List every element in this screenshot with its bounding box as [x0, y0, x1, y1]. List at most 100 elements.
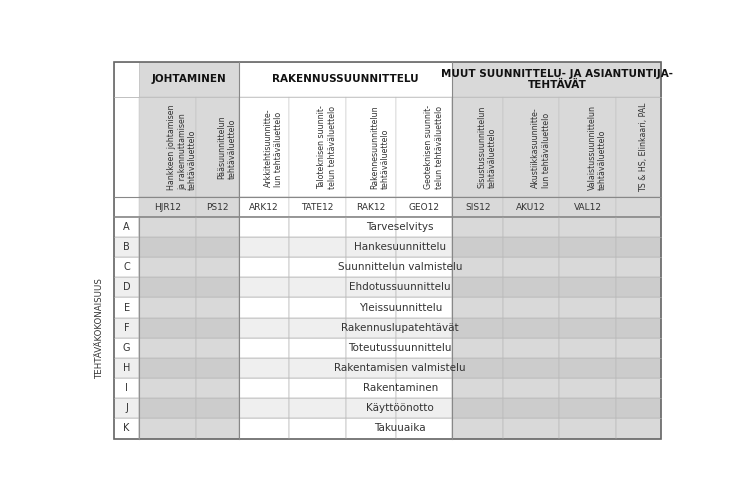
Bar — [114, 418, 139, 438]
Bar — [289, 257, 345, 277]
Bar — [503, 298, 559, 318]
Text: Akustiikkasuunnitte-
lun tehtäväluettelo: Akustiikkasuunnitte- lun tehtäväluettelo — [531, 107, 551, 188]
Bar — [238, 338, 289, 358]
Bar — [345, 338, 396, 358]
Text: A: A — [123, 222, 130, 232]
Text: Rakentaminen: Rakentaminen — [362, 383, 438, 393]
Bar — [396, 277, 452, 298]
Text: Takuuaika: Takuuaika — [374, 423, 426, 433]
Bar — [289, 217, 345, 237]
Bar — [559, 378, 616, 398]
Bar — [396, 298, 452, 318]
Text: Hankesuunnittelu: Hankesuunnittelu — [354, 242, 446, 252]
Bar — [196, 338, 238, 358]
Bar — [396, 257, 452, 277]
Bar — [139, 97, 196, 197]
Text: F: F — [124, 323, 129, 332]
Text: Yleissuunnittelu: Yleissuunnittelu — [359, 303, 442, 313]
Bar — [559, 398, 616, 418]
Bar — [196, 257, 238, 277]
Bar — [345, 97, 396, 197]
Bar — [289, 237, 345, 257]
Bar — [139, 197, 196, 217]
Bar — [289, 338, 345, 358]
Bar — [238, 217, 289, 237]
Bar — [503, 358, 559, 378]
Bar — [503, 398, 559, 418]
Bar — [238, 97, 289, 197]
Bar — [345, 257, 396, 277]
Text: B: B — [123, 242, 130, 252]
Bar — [289, 298, 345, 318]
Bar — [289, 398, 345, 418]
Text: Geoteknisen suunnit-
telun tehtäväluettelo: Geoteknisen suunnit- telun tehtäväluette… — [424, 105, 444, 189]
Text: Arkkitehtisuunnitte-
lun tehtäväluettelo: Arkkitehtisuunnitte- lun tehtäväluettelo — [263, 108, 283, 186]
Bar — [559, 298, 616, 318]
Bar — [559, 197, 616, 217]
Bar — [616, 197, 661, 217]
Bar — [559, 217, 616, 237]
Bar — [238, 418, 289, 438]
Bar — [196, 217, 238, 237]
Bar — [238, 398, 289, 418]
Text: HJR12: HJR12 — [154, 203, 181, 212]
Bar — [503, 197, 559, 217]
Text: K: K — [123, 423, 130, 433]
Bar — [114, 378, 139, 398]
Text: AKU12: AKU12 — [517, 203, 546, 212]
Bar — [452, 62, 661, 97]
Bar — [616, 398, 661, 418]
Bar — [139, 237, 196, 257]
Text: Rakentamisen valmistelu: Rakentamisen valmistelu — [334, 363, 466, 373]
Bar — [559, 237, 616, 257]
Bar — [196, 318, 238, 338]
Bar — [238, 298, 289, 318]
Bar — [345, 318, 396, 338]
Bar — [114, 277, 139, 298]
Bar — [139, 318, 196, 338]
Bar — [139, 418, 196, 438]
Bar — [289, 197, 345, 217]
Bar — [139, 398, 196, 418]
Bar — [452, 318, 503, 338]
Text: TS & HS, Elinkaari, PAL: TS & HS, Elinkaari, PAL — [638, 102, 648, 192]
Bar — [616, 277, 661, 298]
Bar — [503, 418, 559, 438]
Bar — [114, 338, 139, 358]
Bar — [289, 277, 345, 298]
Bar — [345, 358, 396, 378]
Text: Tarveselvitys: Tarveselvitys — [367, 222, 434, 232]
Bar — [616, 257, 661, 277]
Bar — [289, 378, 345, 398]
Bar — [114, 97, 139, 197]
Bar — [345, 217, 396, 237]
Bar — [345, 398, 396, 418]
Bar — [503, 318, 559, 338]
Bar — [139, 378, 196, 398]
Bar — [559, 277, 616, 298]
Bar — [452, 217, 503, 237]
Text: SIS12: SIS12 — [465, 203, 490, 212]
Bar — [503, 217, 559, 237]
Text: JOHTAMINEN: JOHTAMINEN — [151, 75, 227, 84]
Bar — [238, 257, 289, 277]
Text: Rakennesuunnittelun
tehtäväluettelo: Rakennesuunnittelun tehtäväluettelo — [370, 105, 390, 189]
Bar — [452, 398, 503, 418]
Text: H: H — [123, 363, 130, 373]
Bar — [503, 378, 559, 398]
Bar — [616, 97, 661, 197]
Bar — [616, 298, 661, 318]
Bar — [396, 97, 452, 197]
Bar — [452, 197, 503, 217]
Bar — [114, 298, 139, 318]
Text: C: C — [123, 262, 130, 272]
Bar — [196, 237, 238, 257]
Bar — [452, 277, 503, 298]
Bar — [238, 358, 289, 378]
Bar — [114, 197, 139, 217]
Bar — [559, 338, 616, 358]
Bar — [139, 217, 196, 237]
Bar — [139, 298, 196, 318]
Text: I: I — [125, 383, 128, 393]
Bar — [503, 257, 559, 277]
